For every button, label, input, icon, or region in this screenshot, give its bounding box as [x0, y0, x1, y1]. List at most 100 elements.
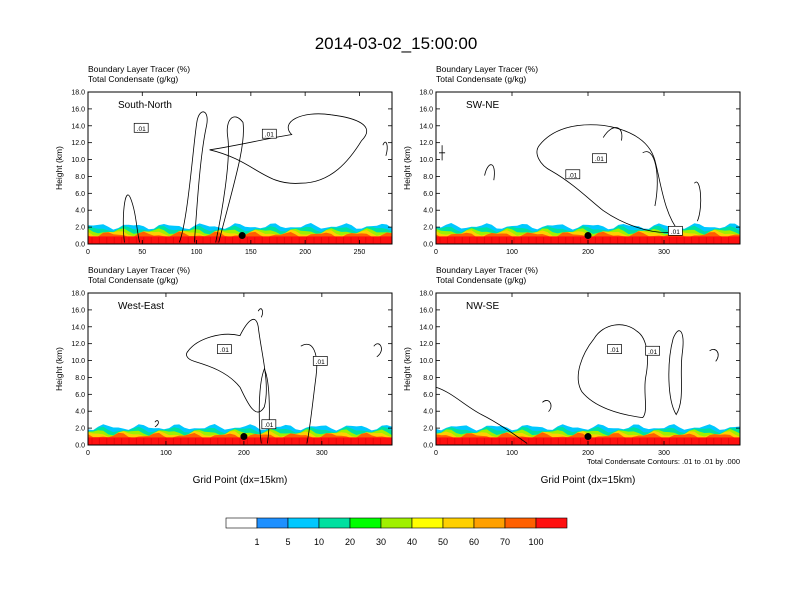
colorbar-swatch [535, 517, 568, 529]
colorbar-swatch [473, 517, 506, 529]
contour-label: .01 [220, 347, 229, 354]
plot-background [436, 293, 740, 445]
contour-label: .01 [265, 132, 274, 139]
y-tick-label: 18.0 [71, 90, 85, 97]
colorbar-label: 1 [254, 537, 259, 547]
condensate-contour [577, 324, 648, 419]
panel-label: NW-SE [466, 301, 499, 312]
condensate-contour [642, 151, 658, 207]
colorbar-swatch [349, 517, 382, 529]
y-tick-label: 14.0 [419, 123, 433, 130]
condensate-contour [435, 386, 528, 444]
condensate-contour [178, 111, 208, 243]
y-tick-label: 14.0 [419, 324, 433, 331]
colorbar-label: 40 [407, 537, 417, 547]
y-tick-label: 12.0 [419, 140, 433, 147]
x-tick-label: 0 [86, 450, 90, 457]
contour-label: .01 [137, 126, 146, 133]
colorbar-swatch [380, 517, 413, 529]
y-tick-label: 6.0 [423, 392, 433, 399]
colorbar-swatch [442, 517, 475, 529]
colorbar-swatch [225, 517, 258, 529]
x-tick-label: 200 [582, 249, 594, 256]
y-tick-label: 6.0 [75, 392, 85, 399]
colorbar-label: 100 [528, 537, 543, 547]
y-axis-label: Height (km) [402, 347, 412, 391]
contour-label: .01 [568, 172, 577, 179]
condensate-contour [484, 164, 495, 181]
y-tick-label: 2.0 [423, 225, 433, 232]
x-tick-label: 50 [138, 249, 146, 256]
x-tick-label: 250 [354, 249, 366, 256]
x-tick-label: 100 [506, 249, 518, 256]
y-tick-label: 16.0 [419, 307, 433, 314]
colorbar-swatch [287, 517, 320, 529]
panel-label: West-East [118, 301, 164, 312]
x-tick-label: 0 [434, 450, 438, 457]
y-tick-label: 18.0 [419, 90, 433, 97]
condensate-contour [257, 308, 263, 318]
y-tick-label: 6.0 [75, 191, 85, 198]
panel-label: South-North [118, 100, 172, 111]
y-tick-label: 0.0 [75, 443, 85, 450]
condensate-contour [602, 127, 623, 141]
condensate-contour [215, 116, 244, 243]
contour-label: .01 [595, 156, 604, 163]
condensate-contour [373, 343, 382, 358]
y-tick-label: 8.0 [423, 174, 433, 181]
contour-label: .01 [316, 359, 325, 366]
panel-west-east: Boundary Layer Tracer (%)Total Condensat… [54, 265, 393, 486]
x-tick-label: 100 [160, 450, 172, 457]
panel-title-line2: Total Condensate (g/kg) [88, 74, 178, 84]
y-tick-label: 8.0 [423, 375, 433, 382]
y-tick-label: 0.0 [423, 443, 433, 450]
colorbar-label: 30 [376, 537, 386, 547]
location-marker [238, 232, 246, 240]
contour-label: .01 [610, 347, 619, 354]
contour-label-box [668, 225, 683, 236]
condensate-contour [694, 181, 702, 222]
panel-nw-se: Boundary Layer Tracer (%)Total Condensat… [402, 265, 741, 486]
condensate-contour [300, 343, 318, 444]
colorbar-label: 60 [469, 537, 479, 547]
x-tick-label: 300 [658, 249, 670, 256]
condensate-contour [382, 141, 388, 156]
y-axis-label: Height (km) [54, 347, 64, 391]
contour-label-box [645, 345, 660, 356]
condensate-contour [668, 330, 684, 416]
y-tick-label: 0.0 [423, 242, 433, 249]
panel-title-line1: Boundary Layer Tracer (%) [436, 265, 538, 275]
y-tick-label: 4.0 [75, 208, 85, 215]
x-tick-label: 200 [299, 249, 311, 256]
colorbar-label: 5 [285, 537, 290, 547]
y-tick-label: 2.0 [423, 426, 433, 433]
main-title: 2014-03-02_15:00:00 [315, 34, 478, 53]
y-tick-label: 2.0 [75, 426, 85, 433]
y-tick-label: 12.0 [71, 140, 85, 147]
contour-label: .01 [671, 229, 680, 236]
x-axis-label: Grid Point (dx=15km) [193, 475, 288, 486]
x-tick-label: 200 [582, 450, 594, 457]
condensate-contour [542, 400, 552, 412]
condensate-contour [154, 420, 159, 428]
colorbar-swatch [256, 517, 289, 529]
x-tick-label: 100 [506, 450, 518, 457]
panel-title-line2: Total Condensate (g/kg) [88, 275, 178, 285]
colorbar-label: 20 [345, 537, 355, 547]
y-tick-label: 10.0 [71, 157, 85, 164]
x-tick-label: 100 [191, 249, 203, 256]
condensate-contour [122, 194, 141, 243]
colorbar-swatch [411, 517, 444, 529]
y-tick-label: 4.0 [423, 208, 433, 215]
plot-frame [87, 91, 393, 245]
panel-south-north: Boundary Layer Tracer (%)Total Condensat… [54, 64, 393, 256]
colorbar-label: 70 [500, 537, 510, 547]
y-tick-label: 8.0 [75, 375, 85, 382]
y-tick-label: 18.0 [419, 291, 433, 298]
panel-title-line2: Total Condensate (g/kg) [436, 275, 526, 285]
contour-label-box [261, 419, 277, 430]
contour-label-box [217, 344, 232, 354]
x-axis-label: Grid Point (dx=15km) [541, 475, 636, 486]
contour-label: .01 [264, 422, 273, 429]
